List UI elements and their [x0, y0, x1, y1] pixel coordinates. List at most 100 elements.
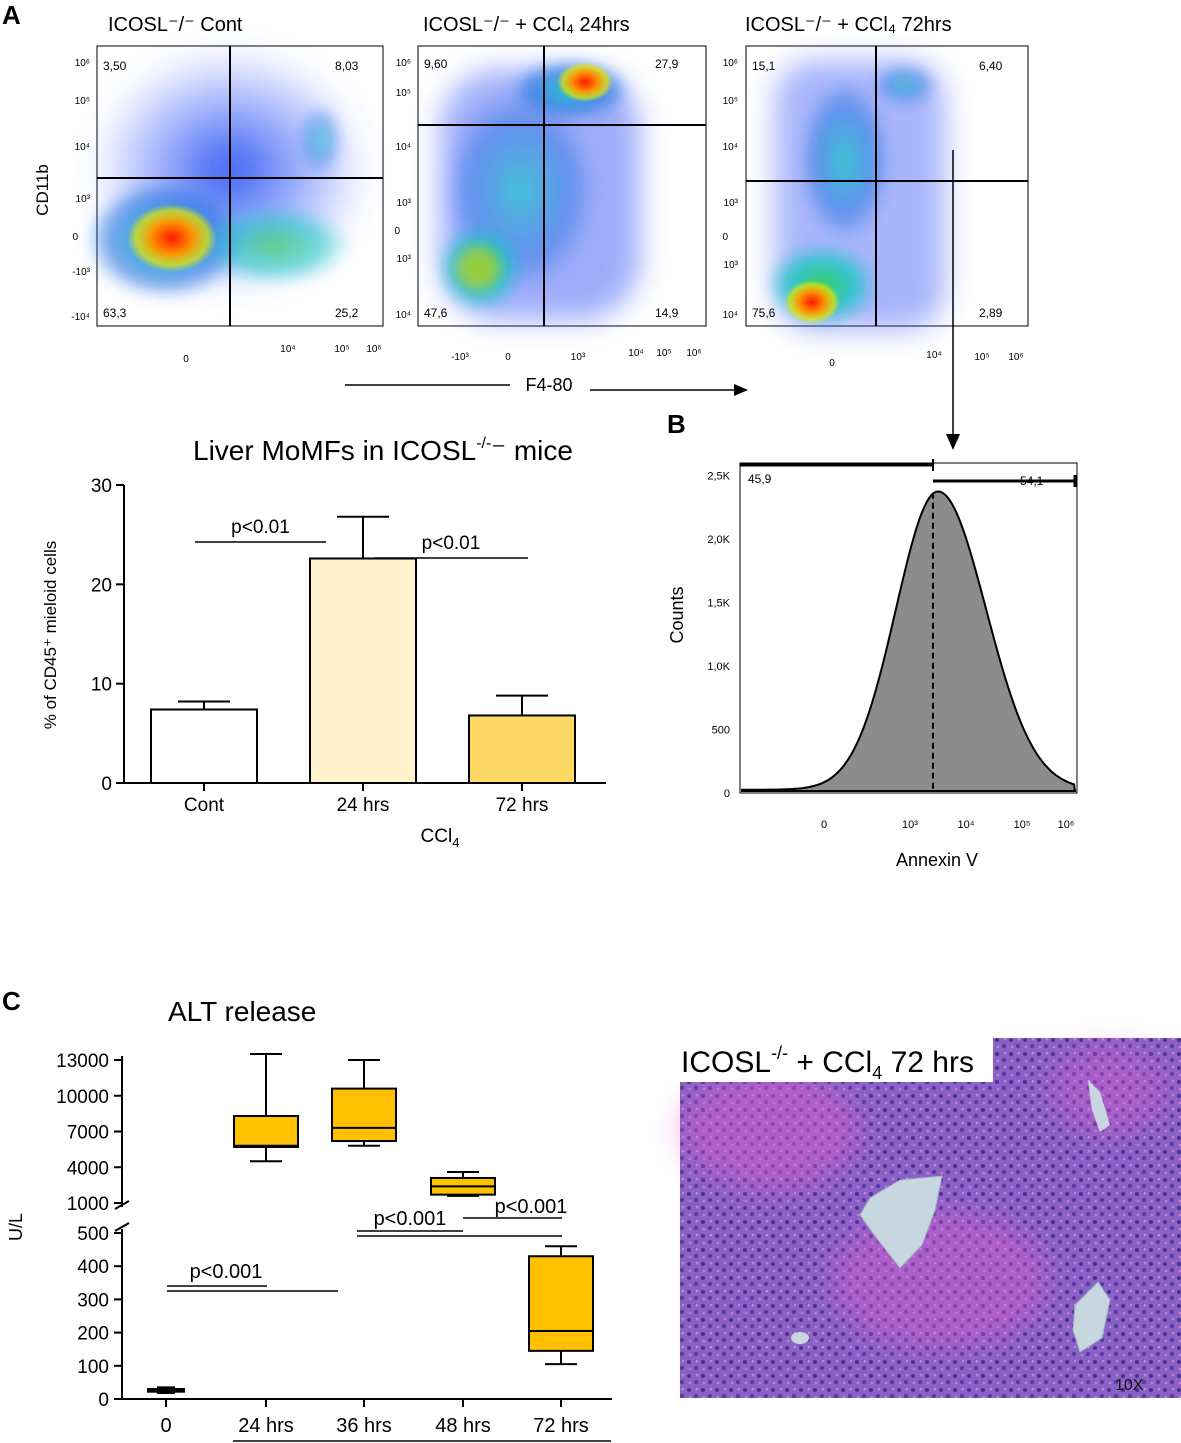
histology-image: ICOSL-/- + CCl4 72 hrs 10X [675, 1036, 1181, 1398]
x-tick: 0 [505, 352, 511, 363]
y-tick-label: 0 [101, 774, 112, 795]
x-tick: 10⁴ [280, 344, 295, 355]
y-tick-label: 30 [91, 476, 112, 497]
flow-x-axis-arrow: F4-80 [345, 375, 748, 396]
y-tick-label: 1,5K [707, 598, 730, 610]
significance-label: p<0.01 [231, 517, 290, 538]
quadrant-lr-value: 14,9 [655, 306, 679, 320]
y-axis-label: U/L [6, 1213, 26, 1241]
y-tick-label: 10000 [56, 1087, 109, 1108]
flow-plot-title: ICOSL⁻/⁻ + CCl₄ 72hrs [745, 14, 952, 36]
y-tick-label: 13000 [56, 1051, 109, 1072]
histology-title-sup: -/- [771, 1043, 788, 1063]
quadrant-ll-value: 63,3 [103, 306, 127, 320]
histology-title-part: + CCl [788, 1046, 872, 1079]
x-tick-label: 10⁶ [1058, 819, 1075, 831]
histogram-layer: 0 500 1,0K 1,5K 2,0K 2,5K 0 10³ 10⁴ 10⁵ 10⁶ 45,9 54,… [667, 459, 1078, 870]
y-tick-label: 400 [77, 1257, 109, 1278]
histology-title-sub: 4 [872, 1063, 882, 1083]
x-axis-label: CCl4 [421, 826, 460, 850]
x-tick-label: 0 [821, 819, 827, 831]
y-tick-label: 2,5K [707, 471, 730, 483]
x-tick: 0 [183, 354, 189, 365]
significance-label: p<0.001 [190, 1261, 263, 1283]
bar [309, 557, 417, 784]
y-tick: -10⁴ [71, 312, 90, 323]
y-tick-label: 500 [77, 1224, 109, 1245]
chart-title: Liver MoMFs in ICOSL-/-⁻ mice [193, 435, 573, 466]
significance-label: p<0.001 [495, 1196, 568, 1218]
flow-x-ticks: 0 10⁴ 10⁵ 10⁶ [829, 350, 1023, 369]
y-tick: 10³ [397, 198, 412, 209]
quadrant-ll-value: 47,6 [424, 306, 448, 320]
x-tick-label: 24 hrs [337, 795, 390, 816]
x-tick-label: 10⁴ [958, 819, 975, 831]
quadrant-ul-value: 9,60 [424, 57, 448, 71]
x-tick: -10³ [451, 352, 469, 363]
y-tick-label: 500 [712, 725, 730, 737]
axis-break-mark [114, 1200, 130, 1210]
x-axis-label-sub: 4 [452, 835, 459, 850]
y-tick: 10⁴ [396, 310, 411, 321]
y-tick-label: 1000 [67, 1194, 109, 1215]
x-tick-label: 10⁵ [1014, 819, 1031, 831]
x-tick: 10⁴ [926, 350, 941, 361]
flow-plot-1: ICOSL⁻/⁻ Cont 3,50 8,03 63,3 25,2 10⁶ 10… [33, 14, 384, 365]
x-tick: 10⁶ [1008, 352, 1023, 363]
small-vessel [1088, 1080, 1110, 1132]
y-axis-label: % of CD45⁺ mieloid cells [41, 541, 60, 730]
gate-label: 54,1 [1020, 474, 1044, 488]
quadrant-ul-value: 15,1 [752, 59, 776, 73]
y-tick: -10³ [72, 267, 90, 278]
x-tick-label: Cont [184, 795, 225, 816]
momf-bar-chart: Liver MoMFs in ICOSL-/-⁻ mice 0 10 20 30 Con… [41, 435, 606, 850]
flow-x-ticks: -10³ 0 10³ 10⁴ 10⁵ 10⁶ [451, 348, 702, 363]
x-axis-label: Annexin V [896, 850, 978, 870]
panel-label-c: C [2, 986, 21, 1016]
panel-label-b: B [667, 409, 686, 439]
quadrant-ul-value: 3,50 [103, 59, 127, 73]
bar-layer: 0 10 20 30 Cont 24 hrs 72 hrs CCl4 % of CD45⁺ mi… [41, 476, 606, 850]
flow-plot-3: ICOSL⁻/⁻ + CCl₄ 72hrs 15,1 6,40 75,6 2,8… [722, 14, 1029, 369]
x-tick: 10⁵ [334, 344, 349, 355]
gate-label: 45,9 [748, 472, 772, 486]
magnification-label: 10X [1115, 1377, 1144, 1394]
x-tick: 10⁶ [686, 348, 701, 359]
histology-title-part: ICOSL [681, 1046, 771, 1079]
y-tick: 10⁴ [75, 142, 90, 153]
y-tick: 10⁵ [396, 88, 411, 99]
small-vessel [791, 1332, 809, 1344]
y-tick: 10³ [76, 194, 91, 205]
x-tick-label: 48 hrs [435, 1415, 491, 1437]
x-tick-label: 10³ [902, 819, 918, 831]
significance-label: p<0.001 [374, 1208, 447, 1230]
flow-x-axis-label: F4-80 [525, 375, 572, 395]
flow-y-ticks: 10⁶ 10⁵ 10⁴ 10³ 0 -10³ -10⁴ [71, 58, 90, 323]
x-tick: 10⁵ [656, 348, 671, 359]
y-tick: 10⁶ [723, 58, 738, 69]
box-layer: 0 100 200 300 400 500 1000 4000 7000 10000 13000 U/… [6, 1051, 612, 1442]
central-vein [859, 1175, 943, 1269]
bar [150, 708, 258, 785]
y-tick-label: 0 [724, 788, 730, 800]
quadrant-ur-value: 27,9 [655, 57, 679, 71]
x-tick: 10⁵ [974, 352, 989, 363]
x-axis-label-part: CCl [421, 826, 453, 847]
y-tick-label: 10 [91, 675, 112, 696]
flow-plot-2: ICOSL⁻/⁻ + CCl₄ 24hrs 9,60 27,9 47,6 14,… [394, 14, 707, 363]
y-tick-label: 100 [77, 1357, 109, 1378]
histogram-curve [741, 490, 1077, 792]
box [528, 1255, 594, 1352]
portal-vessel [1072, 1281, 1111, 1353]
alt-box-chart: ALT release 0 100 200 300 400 500 1000 4000 7000… [6, 996, 612, 1442]
y-tick: 10⁵ [75, 96, 90, 107]
significance-label: p<0.01 [422, 533, 481, 554]
histology-title-part: 72 hrs [882, 1046, 974, 1079]
bar [468, 714, 576, 784]
flow-plot-title: ICOSL⁻/⁻ + CCl₄ 24hrs [423, 14, 630, 36]
y-tick: 10⁵ [723, 96, 738, 107]
x-tick-label: 36 hrs [336, 1415, 392, 1437]
box [331, 1087, 397, 1143]
y-tick-label: 7000 [67, 1123, 109, 1144]
y-tick-label: 2,0K [707, 534, 730, 546]
